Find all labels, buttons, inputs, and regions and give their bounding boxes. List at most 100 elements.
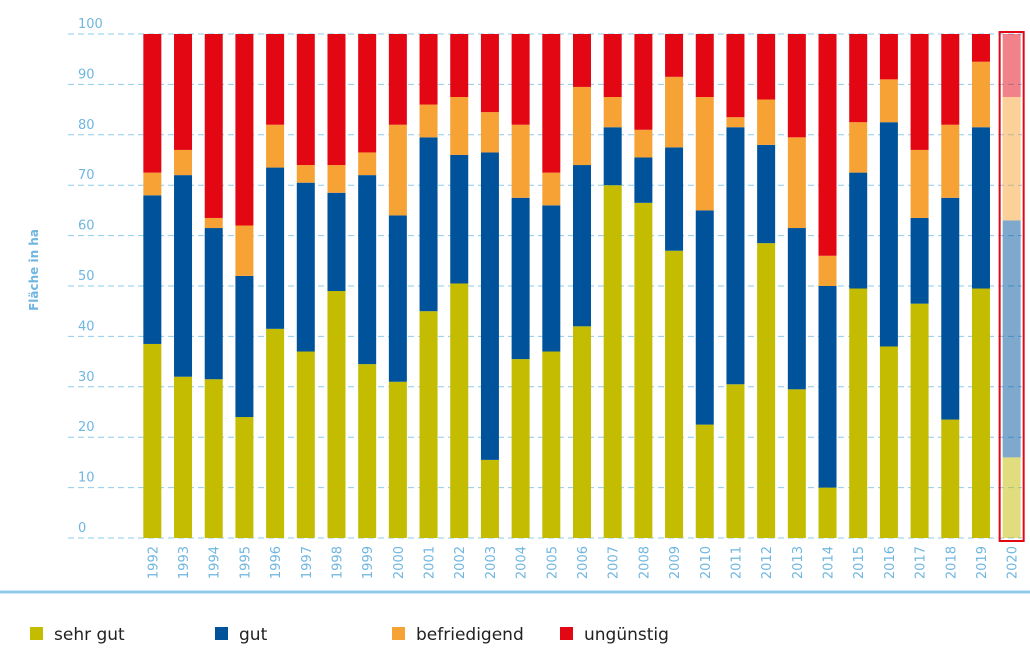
bar-segment [757, 144, 776, 244]
bar-segment [296, 165, 315, 183]
bar-segment [327, 291, 346, 538]
bar-segment [695, 210, 714, 425]
x-tick-label: 2020 [1006, 546, 1021, 579]
bar-segment [358, 364, 377, 538]
bar-segment [573, 165, 591, 327]
bar-segment [879, 122, 898, 347]
bar-segment [665, 147, 684, 251]
bar-segment [235, 275, 254, 418]
bar-segment [327, 34, 346, 166]
bar-segment [818, 286, 837, 488]
bar-segment [941, 197, 960, 420]
y-tick-label: 20 [78, 420, 95, 435]
bar-segment [358, 34, 377, 153]
x-tick-label: 2016 [883, 546, 898, 579]
bar-segment [634, 157, 653, 203]
bar-segment [941, 34, 960, 125]
bar-segment [879, 79, 898, 123]
bar-segment [726, 34, 745, 118]
bar-segment [450, 154, 469, 284]
bar-segment [266, 124, 285, 168]
bar-segment [266, 167, 285, 329]
x-tick-label: 2008 [637, 546, 652, 579]
x-tick-label: 1997 [300, 546, 315, 579]
bar-segment [511, 197, 530, 360]
y-tick-label: 30 [78, 370, 95, 385]
x-tick-label: 2007 [607, 546, 622, 579]
x-tick-label: 2001 [423, 546, 438, 579]
y-tick-label: 70 [78, 168, 95, 183]
bar-segment [573, 326, 591, 538]
bar-segment [204, 34, 223, 218]
bar-segment [787, 137, 806, 229]
bar-segment [358, 152, 377, 176]
bar-segment [542, 172, 561, 206]
bar-segment [849, 172, 868, 289]
bar-segment [1002, 457, 1021, 538]
bar-segment [388, 124, 407, 216]
bar-segment [450, 34, 469, 97]
legend-label: gut [239, 625, 268, 645]
x-tick-label: 2006 [576, 546, 591, 579]
bar-segment [1002, 34, 1021, 97]
bar-segment [665, 250, 684, 538]
x-tick-label: 2013 [791, 546, 806, 579]
bar-segment [419, 311, 438, 538]
bar-segment [634, 202, 653, 538]
legend-label: sehr gut [54, 625, 125, 645]
bar-segment [818, 487, 837, 538]
legend-swatch [392, 627, 405, 640]
x-tick-label: 2012 [760, 546, 775, 579]
x-tick-label: 2004 [515, 546, 530, 579]
y-tick-label: 40 [78, 319, 95, 334]
x-tick-label: 2010 [699, 546, 714, 579]
bar-segment [757, 99, 776, 145]
bar-segment [879, 34, 898, 80]
bar-segment [388, 34, 407, 125]
bar-segment [327, 192, 346, 292]
bar-segment [143, 343, 162, 538]
bar-segment [542, 34, 561, 173]
bar-segment [480, 34, 499, 113]
bar-segment [665, 34, 684, 77]
bar-segment [726, 127, 745, 385]
bar-segment [235, 225, 254, 276]
bar-segment [879, 346, 898, 538]
bar-segment [480, 459, 499, 538]
bar-segment [511, 124, 530, 198]
bar-segment [419, 137, 438, 312]
bar-segment [665, 76, 684, 148]
y-tick-label: 10 [78, 471, 95, 486]
x-tick-label: 2000 [392, 546, 407, 579]
bar-segment [603, 34, 622, 97]
y-tick-label: 90 [78, 67, 95, 82]
y-tick-label: 0 [78, 521, 86, 536]
bar-segment [971, 34, 990, 62]
bar-segment [695, 34, 714, 97]
x-tick-label: 1998 [330, 546, 345, 579]
bar-segment [726, 384, 745, 538]
bar-segment [849, 288, 868, 538]
bar-segment [695, 97, 714, 211]
bar-segment [174, 175, 193, 377]
bar-segment [174, 149, 193, 176]
bar-segment [266, 34, 285, 125]
bar-segment [787, 389, 806, 538]
legend-swatch [215, 627, 228, 640]
x-tick-label: 2019 [975, 546, 990, 579]
bar-segment [757, 34, 776, 100]
bar-segment [235, 417, 254, 538]
x-tick-label: 2009 [668, 546, 683, 579]
bar-segment [235, 34, 254, 226]
bar-segment [174, 34, 193, 150]
bar-segment [1002, 220, 1021, 458]
y-axis-label: Fläche in ha [27, 229, 41, 311]
bar-segment [573, 86, 591, 166]
bar-segment [726, 117, 745, 128]
bar-segment [204, 228, 223, 380]
x-tick-label: 2015 [852, 546, 867, 579]
x-tick-label: 2018 [944, 546, 959, 579]
bar-segment [603, 127, 622, 186]
bar-segment [143, 34, 162, 173]
x-tick-label: 2005 [545, 546, 560, 579]
